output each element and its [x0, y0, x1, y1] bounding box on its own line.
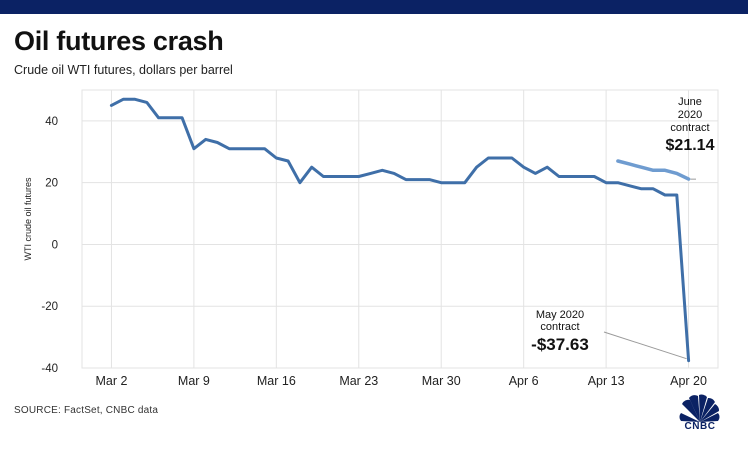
y-axis-label: WTI crude oil futures: [23, 177, 33, 261]
june-annotation-label: 2020: [678, 109, 702, 121]
logo-text: CNBC: [684, 421, 716, 432]
june-annotation-label: contract: [670, 122, 709, 134]
y-tick-label: 40: [45, 116, 58, 128]
top-bar: [0, 0, 748, 14]
y-tick-label: 20: [45, 178, 58, 190]
june-annotation-label: June: [678, 96, 702, 108]
may-annotation-label: contract: [540, 321, 579, 333]
x-tick-label: Mar 23: [339, 374, 378, 388]
may-annotation-leader: [603, 331, 687, 360]
chart-subtitle: Crude oil WTI futures, dollars per barre…: [14, 63, 233, 77]
series-line-may-2020: [109, 97, 691, 363]
x-tick-label: Mar 9: [178, 374, 210, 388]
chart-title: Oil futures crash: [14, 26, 224, 56]
x-tick-label: Mar 16: [257, 374, 296, 388]
source-note: SOURCE: FactSet, CNBC data: [14, 405, 159, 416]
series-line-june-2020: [616, 159, 691, 181]
may-annotation-value: -$37.63: [531, 335, 589, 354]
y-tick-label: -40: [41, 363, 58, 375]
x-tick-label: Mar 2: [95, 374, 127, 388]
x-tick-label: Mar 30: [422, 374, 461, 388]
x-tick-label: Apr 20: [670, 374, 707, 388]
june-annotation-value: $21.14: [666, 137, 715, 154]
y-tick-label: 0: [52, 239, 58, 251]
may-annotation-label: May 2020: [536, 309, 584, 321]
cnbc-logo: CNBC: [672, 394, 728, 434]
peacock-icon: [679, 394, 720, 422]
x-tick-label: Apr 6: [509, 374, 539, 388]
plot-area: [81, 89, 719, 369]
y-tick-label: -20: [41, 301, 58, 313]
x-tick-label: Apr 13: [588, 374, 625, 388]
